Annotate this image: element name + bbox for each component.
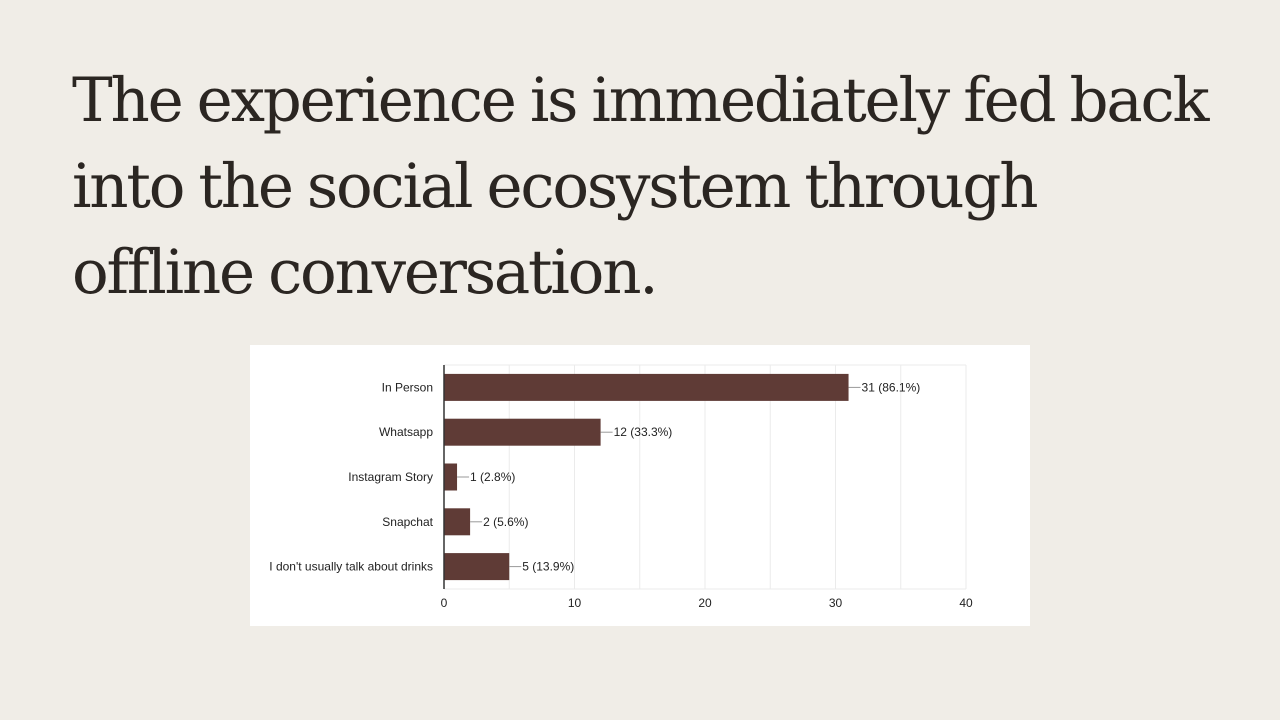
chart-panel: 31 (86.1%) In Person 12 (33.3%) Whatsapp 1 (… xyxy=(250,345,1030,626)
category-label: Whatsapp xyxy=(379,425,433,439)
value-label: 5 (13.9%) xyxy=(522,560,574,574)
bar xyxy=(444,418,601,446)
bar xyxy=(444,373,849,401)
category-label: I don't usually talk about drinks xyxy=(269,560,433,574)
bar xyxy=(444,553,510,581)
slide-title: The experience is immediately fed back i… xyxy=(72,65,1209,308)
x-tick-label: 20 xyxy=(698,596,712,610)
x-tick-label: 0 xyxy=(441,596,448,610)
category-label: Snapchat xyxy=(382,515,433,529)
value-label: 1 (2.8%) xyxy=(470,470,515,484)
value-label: 2 (5.6%) xyxy=(483,515,528,529)
x-tick-label: 40 xyxy=(959,596,973,610)
category-label: Instagram Story xyxy=(348,470,433,484)
value-label: 12 (33.3%) xyxy=(614,425,673,439)
value-label: 31 (86.1%) xyxy=(862,380,921,394)
category-label: In Person xyxy=(382,380,433,394)
x-tick-label: 10 xyxy=(568,596,582,610)
x-tick-label: 30 xyxy=(829,596,843,610)
bar xyxy=(444,463,458,491)
bar xyxy=(444,508,471,536)
bar-chart: 31 (86.1%) In Person 12 (33.3%) Whatsapp 1 (… xyxy=(269,364,973,610)
